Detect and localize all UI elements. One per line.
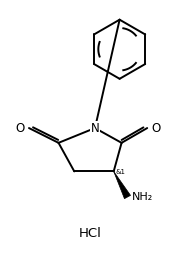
Text: O: O xyxy=(151,122,160,135)
Text: O: O xyxy=(16,122,25,135)
Text: N: N xyxy=(91,122,99,135)
Text: &1: &1 xyxy=(116,169,126,175)
Text: HCl: HCl xyxy=(79,227,102,240)
Text: NH₂: NH₂ xyxy=(131,192,153,202)
Polygon shape xyxy=(114,171,131,199)
